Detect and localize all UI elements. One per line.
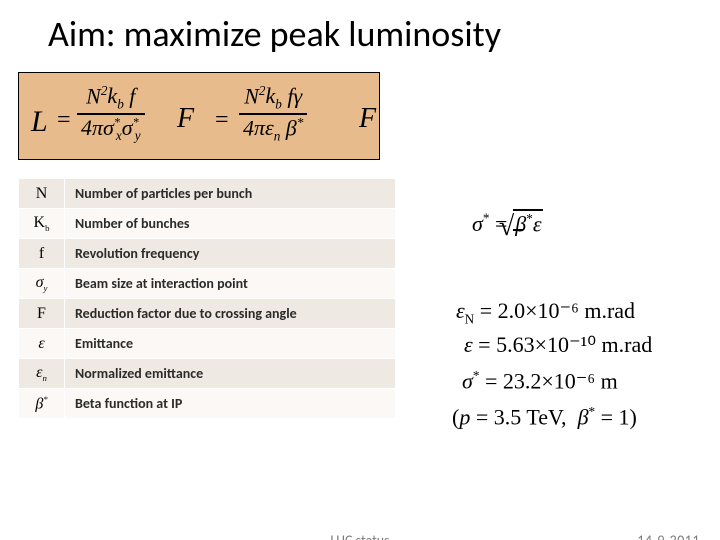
desc-eps: Emittance [65, 329, 396, 359]
desc-N: Number of particles per bunch [65, 179, 396, 209]
sym-f: f [19, 239, 65, 269]
eq-sigma-beta-eps: σ* = √β*ε [472, 208, 543, 252]
table-row: σyBeam size at interaction point [19, 269, 396, 299]
eq-condition: (p = 3.5 TeV, β* = 1) [452, 404, 637, 430]
desc-beta: Beta function at IP [65, 389, 396, 419]
sym-beta: β* [19, 389, 65, 419]
eq-epsN: εN = 2.0×10⁻⁶ m.rad [456, 298, 635, 327]
equals-1: = [57, 107, 71, 134]
desc-f: Revolution frequency [65, 239, 396, 269]
desc-epsn: Normalized emittance [65, 359, 396, 389]
footer-center: LHC status [330, 532, 389, 540]
table-row: εnNormalized emittance [19, 359, 396, 389]
table-row: NNumber of particles per bunch [19, 179, 396, 209]
eq-eps: ε = 5.63×10⁻¹⁰ m.rad [464, 332, 652, 358]
table-row: fRevolution frequency [19, 239, 396, 269]
unit-eps: m.rad [602, 332, 653, 357]
table-row: KbNumber of bunches [19, 209, 396, 239]
sym-eps: ε [19, 329, 65, 359]
sym-F: F [19, 299, 65, 329]
slide: Aim: maximize peak luminosity L = N2kb f… [0, 0, 720, 540]
formula-F1: F [177, 103, 194, 135]
fraction-2: N2kb fγ 4πεn β* [239, 83, 307, 144]
table-row: FReduction factor due to crossing angle [19, 299, 396, 329]
page-title: Aim: maximize peak luminosity [0, 0, 720, 64]
desc-sigmay: Beam size at interaction point [65, 269, 396, 299]
table-row: εEmittance [19, 329, 396, 359]
val-sigma: 23.2×10⁻⁶ [503, 368, 595, 393]
sym-Kb: Kb [19, 209, 65, 239]
val-eps: 5.63×10⁻¹⁰ [496, 332, 596, 357]
fraction-1: N2kb f 4πσ*xσ*y [77, 83, 145, 144]
formula-L: L [31, 105, 48, 139]
desc-Kb: Number of bunches [65, 209, 396, 239]
sym-epsn: εn [19, 359, 65, 389]
unit-epsN: m.rad [584, 298, 635, 323]
unit-sigma: m [601, 368, 618, 393]
sym-N: N [19, 179, 65, 209]
sym-sigmay: σy [19, 269, 65, 299]
table-row: β*Beta function at IP [19, 389, 396, 419]
equals-2: = [215, 107, 229, 134]
parameter-table: NNumber of particles per bunch KbNumber … [18, 178, 396, 419]
eq-sigma: σ* = 23.2×10⁻⁶ m [462, 368, 618, 394]
footer-right: 14-9-2011 [637, 532, 700, 540]
formula-F2: F [359, 103, 376, 135]
desc-F: Reduction factor due to crossing angle [65, 299, 396, 329]
val-epsN: 2.0×10⁻⁶ [498, 298, 579, 323]
luminosity-formula: L = N2kb f 4πσ*xσ*y F = N2kb fγ 4πεn β* … [18, 72, 380, 160]
